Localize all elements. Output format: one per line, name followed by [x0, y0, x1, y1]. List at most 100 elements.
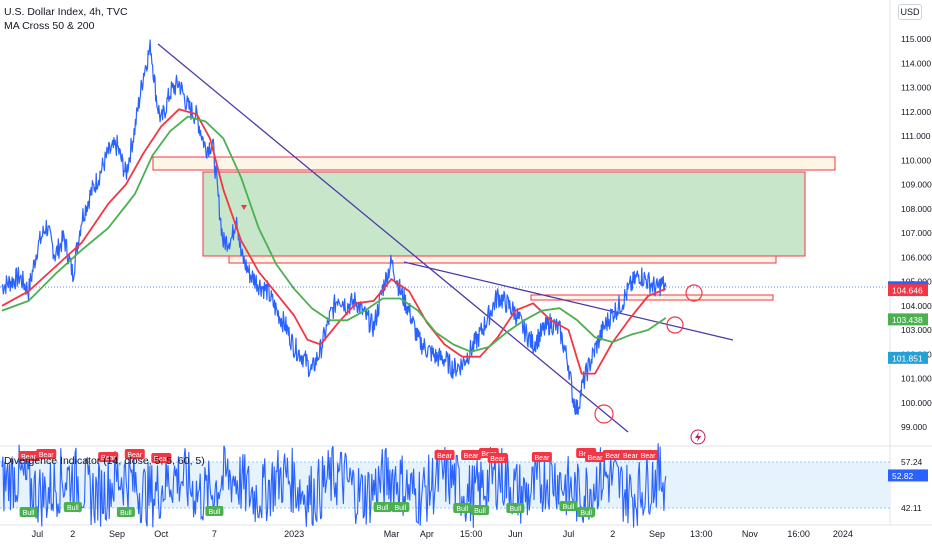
level-box[interactable]	[530, 294, 774, 301]
bear-marker	[434, 450, 455, 460]
bull-label: Bull	[23, 510, 35, 517]
bull-label: Bull	[67, 505, 79, 512]
price-tag-label: 101.851	[892, 353, 923, 363]
osc-tick-label: 42.11	[901, 503, 922, 513]
y-tick-label: 110.000	[901, 155, 931, 165]
x-tick-label: 2	[610, 529, 615, 539]
drawings-layer	[0, 43, 890, 445]
bull-label: Bull	[394, 505, 406, 512]
bull-marker	[470, 505, 489, 515]
bull-marker	[205, 506, 224, 516]
bear-marker	[18, 451, 39, 461]
bull-label: Bull	[456, 506, 468, 513]
bull-marker	[559, 501, 578, 511]
bear-marker	[98, 452, 119, 462]
bear-label: Bear	[623, 453, 638, 460]
x-tick-label: Sep	[649, 529, 665, 539]
y-tick-label: 99.000	[901, 422, 927, 432]
bear-marker	[124, 449, 145, 459]
bear-marker	[620, 450, 641, 460]
price-tag-label: 103.438	[892, 315, 923, 325]
bull-marker	[506, 503, 525, 513]
series-ma50	[1, 108, 667, 375]
y-tick-label: 104.000	[901, 301, 932, 311]
bear-label: Bear	[588, 455, 603, 462]
bear-marker	[585, 452, 606, 462]
y-tick-label: 108.000	[901, 204, 932, 214]
price-tag-label: 104.646	[892, 286, 923, 296]
bull-label: Bull	[377, 505, 389, 512]
bear-marker	[602, 450, 623, 460]
osc-tag	[888, 469, 928, 482]
bear-label: Bear	[21, 454, 36, 461]
legend-indicator[interactable]: MA Cross 50 & 200	[4, 20, 95, 32]
y-tick-label: 114.000	[901, 58, 931, 68]
bear-label: Bear	[101, 455, 116, 462]
series-ma200	[1, 115, 667, 353]
x-tick-label: Jun	[508, 529, 523, 539]
y-tick-label: 103.000	[901, 325, 932, 335]
bear-label: Bear	[490, 456, 505, 463]
x-tick-label: 2023	[284, 529, 304, 539]
alert-bolt-icon	[695, 432, 701, 442]
osc-tick-label: 57.24	[901, 457, 923, 467]
bull-label: Bull	[510, 506, 522, 513]
marker-circle-high[interactable]	[685, 284, 703, 302]
x-tick-label: Mar	[384, 529, 400, 539]
trendline-main[interactable]	[157, 43, 629, 433]
bear-marker	[151, 453, 172, 463]
bull-marker	[63, 502, 82, 512]
arrow-down-marker	[241, 205, 247, 210]
support-box[interactable]	[228, 255, 777, 264]
x-tick-label: Nov	[742, 529, 759, 539]
series-layer	[1, 39, 667, 416]
y-tick-label: 100.000	[901, 398, 932, 408]
bull-label: Bull	[120, 510, 132, 517]
bear-label: Bear	[39, 452, 54, 459]
green-zone[interactable]	[202, 171, 806, 257]
x-tick-label: Jul	[563, 529, 575, 539]
x-tick-label: Sep	[109, 529, 125, 539]
bear-marker	[461, 450, 482, 460]
bear-label: Bear	[127, 452, 142, 459]
marker-circle-low[interactable]	[594, 404, 614, 424]
x-tick-label: 2024	[833, 529, 853, 539]
y-tick-label: 115.000	[901, 34, 931, 44]
x-tick-label: 15:00	[460, 529, 483, 539]
bear-marker	[531, 452, 552, 462]
bull-marker	[373, 502, 392, 512]
bull-marker	[116, 507, 135, 517]
bear-label: Bear	[641, 453, 656, 460]
legend-oscillator[interactable]: Divergence Indicator (14, close, 5, 5, 6…	[4, 455, 205, 467]
price-tag	[888, 351, 928, 364]
osc-line	[1, 443, 667, 528]
bull-marker	[391, 502, 410, 512]
y-tick-label: 112.000	[901, 107, 931, 117]
bear-label: Bear	[605, 453, 620, 460]
x-tick-label: 7	[212, 529, 217, 539]
legend-symbol[interactable]: U.S. Dollar Index, 4h, TVC	[4, 6, 128, 18]
bear-label: Bear	[437, 453, 452, 460]
bull-label: Bull	[580, 510, 592, 517]
bull-label: Bull	[474, 508, 486, 515]
x-tick-label: Jul	[32, 529, 44, 539]
price-tag	[888, 284, 928, 297]
y-tick-label: 109.000	[901, 180, 932, 190]
marker-circle-mid[interactable]	[666, 316, 684, 334]
resistance-box-upper[interactable]	[152, 156, 836, 171]
x-tick-label: 16:00	[787, 529, 810, 539]
x-tick-label: Oct	[154, 529, 169, 539]
y-tick-label: 107.000	[901, 228, 932, 238]
x-tick-label: 13:00	[690, 529, 713, 539]
osc-tag-label: 52.82	[892, 471, 914, 481]
bear-marker	[36, 449, 57, 459]
y-tick-label: 106.000	[901, 252, 932, 262]
y-tick-label: 113.000	[901, 83, 931, 93]
bull-marker	[577, 507, 596, 517]
currency-button[interactable]: USD	[898, 4, 922, 20]
bear-marker	[638, 450, 659, 460]
trendline-secondary[interactable]	[403, 261, 734, 341]
